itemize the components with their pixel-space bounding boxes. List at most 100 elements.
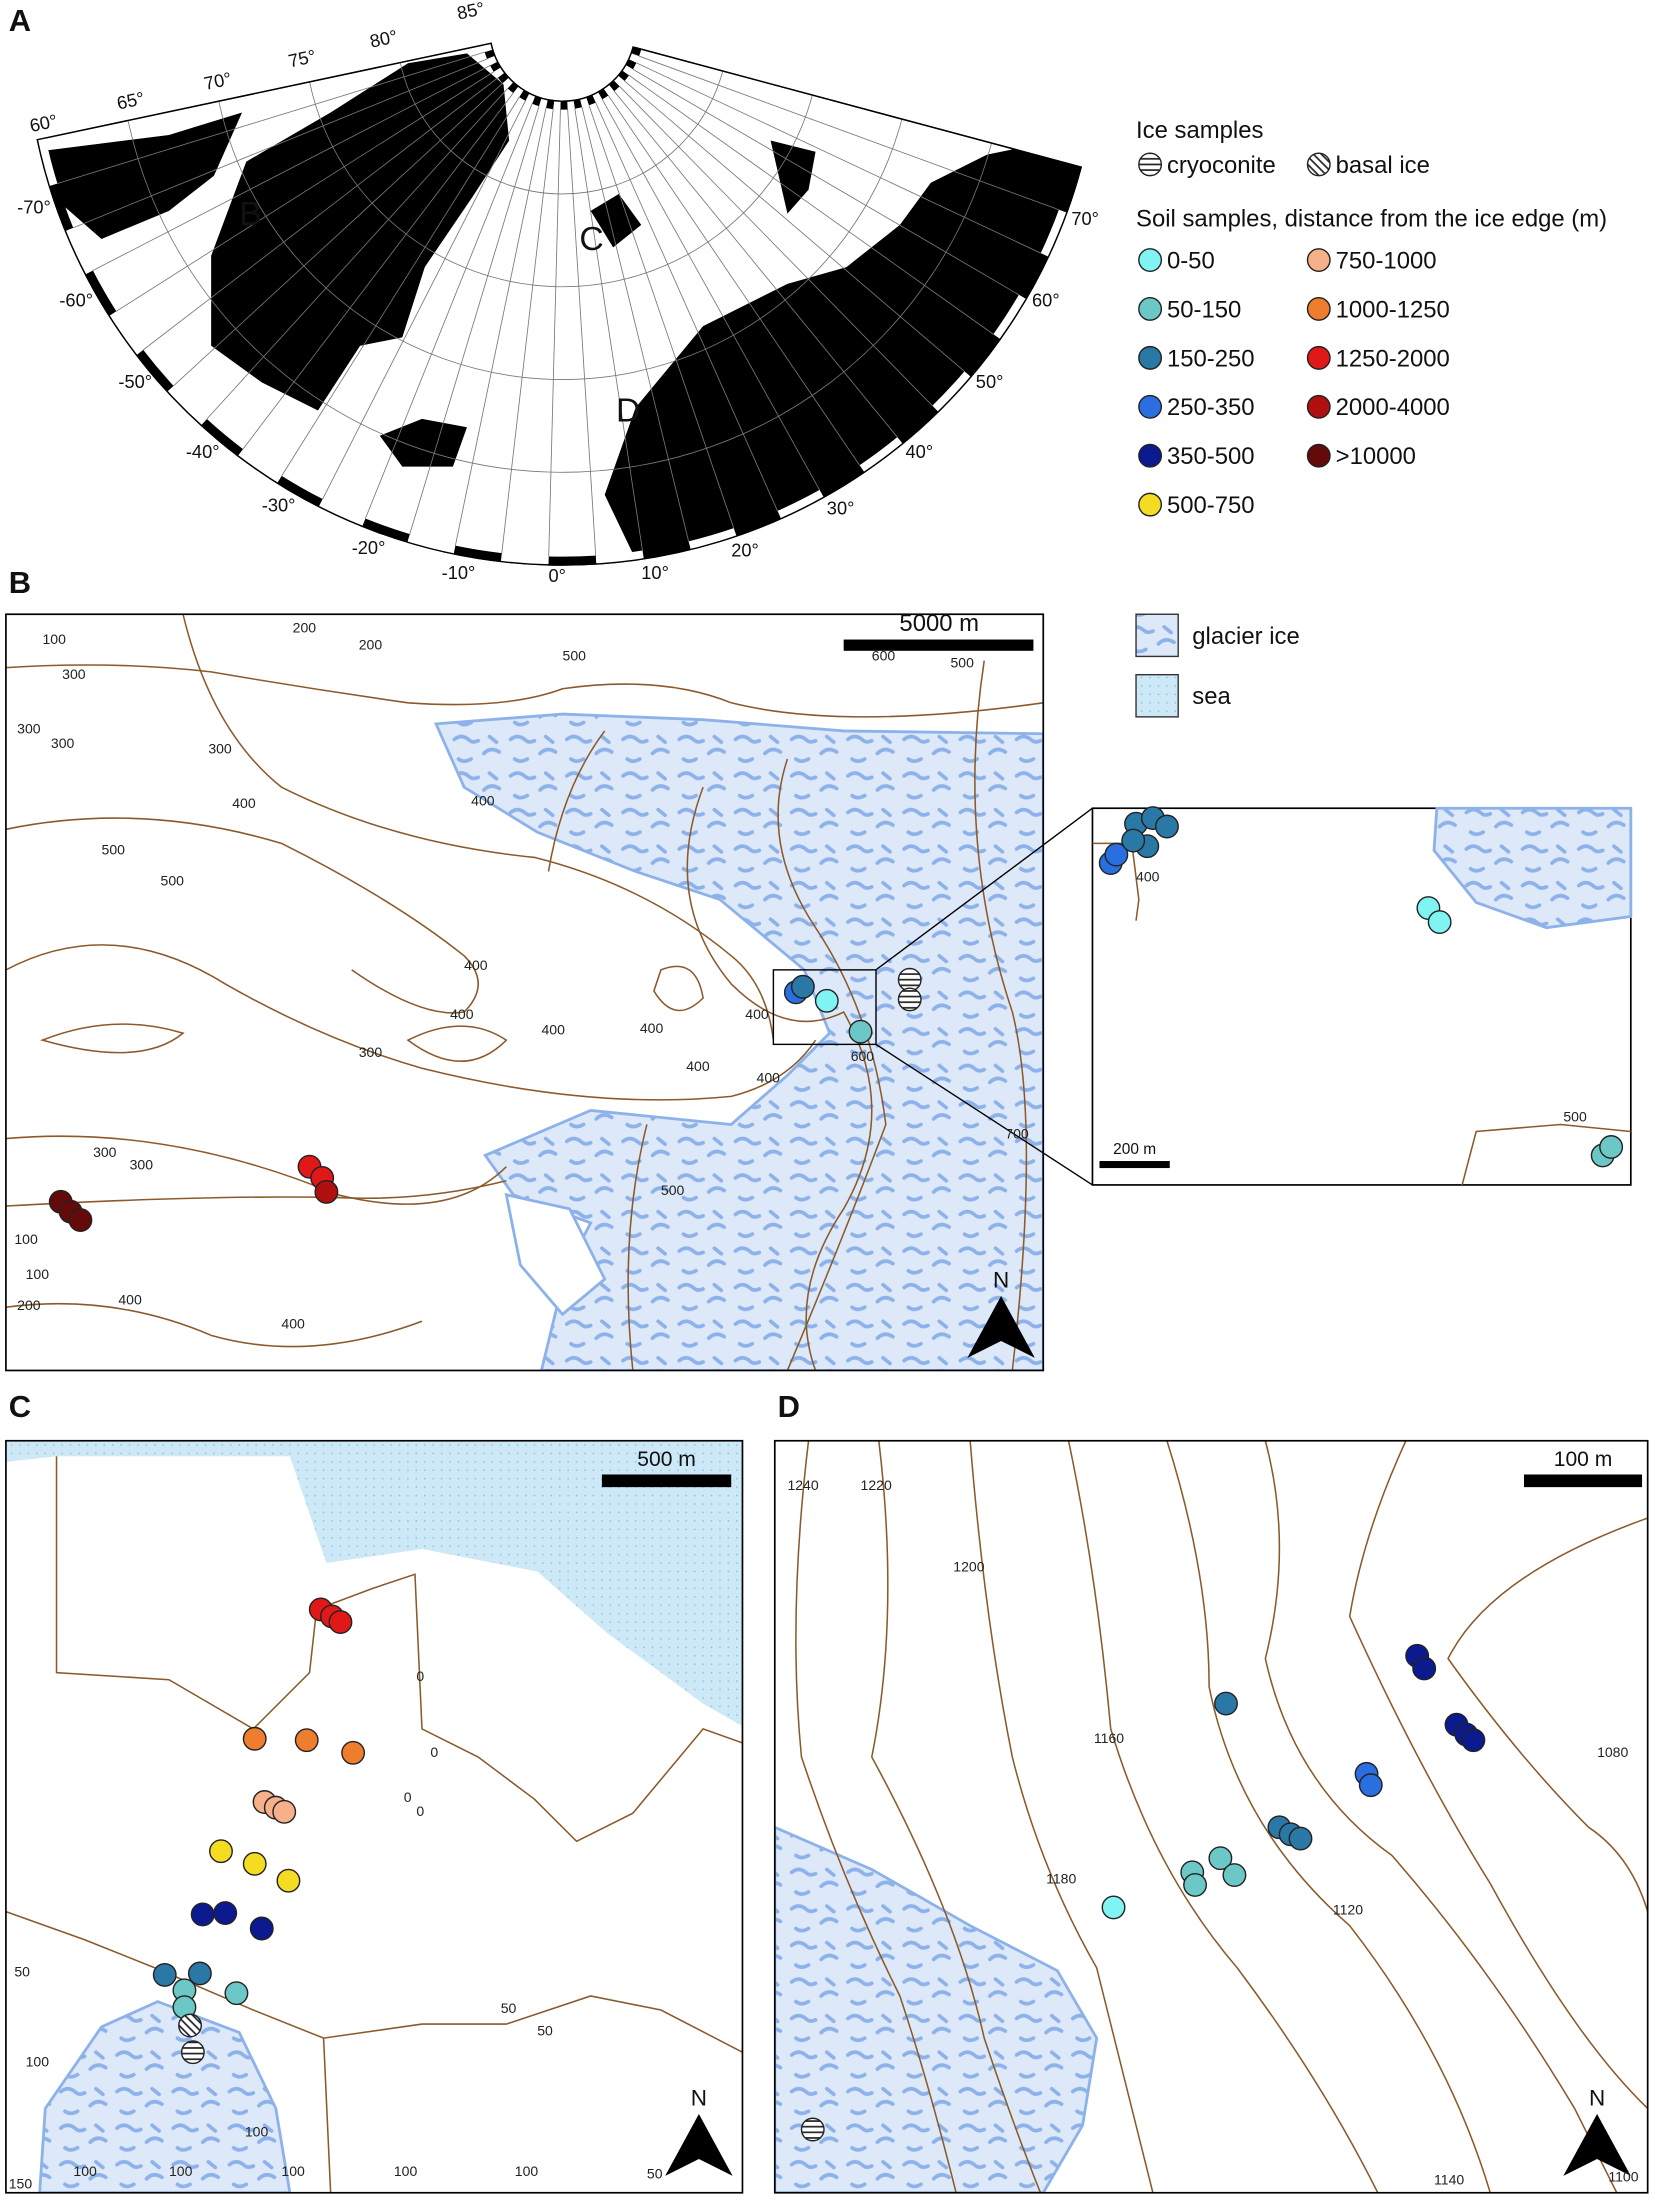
contour-label: 300 [208, 740, 232, 756]
contour-label: 1180 [1046, 1871, 1076, 1887]
longitude-label: 20° [731, 540, 759, 561]
panel-label: A [9, 3, 31, 38]
contour-label: 400 [686, 1058, 710, 1074]
contour-label: 100 [73, 2163, 97, 2179]
scale-label: 100 m [1554, 1448, 1613, 1471]
longitude-label: 50° [976, 371, 1004, 392]
contour-label: 400 [757, 1069, 781, 1085]
legend-symbol [1139, 249, 1161, 271]
soil-sample [1462, 1729, 1484, 1751]
legend-symbol [1308, 347, 1330, 369]
contour-label: 50 [14, 1963, 30, 1979]
panel-label: C [9, 1389, 31, 1424]
frame-band [606, 88, 612, 92]
north-label: N [691, 2086, 707, 2111]
contour-label: 400 [450, 1006, 474, 1022]
contour-label: 150 [9, 2176, 33, 2192]
longitude-label: 30° [827, 497, 855, 518]
contour-label: 100 [515, 2163, 539, 2179]
legend-label: 150-250 [1167, 345, 1255, 372]
legend-label: 50-150 [1167, 296, 1241, 323]
frame-band [494, 64, 497, 70]
soil-sample [1600, 1136, 1622, 1158]
soil-sample [1413, 1657, 1435, 1679]
frame-band [629, 61, 632, 67]
soil-sample [1289, 1827, 1311, 1849]
latitude-label: 65° [115, 87, 146, 113]
contour-label: 300 [93, 1144, 117, 1160]
contour-label: 600 [872, 648, 896, 664]
contour-label: 400 [1136, 868, 1160, 884]
north-label: N [1589, 2086, 1605, 2111]
legend-symbol [1139, 396, 1161, 418]
soil-sample [295, 1729, 317, 1751]
region-label: B [239, 195, 262, 233]
frame-band [506, 80, 511, 85]
soil-sample [329, 1611, 351, 1633]
legend-symbol [1139, 493, 1161, 515]
contour-label: 300 [62, 666, 86, 682]
frame-band [596, 555, 643, 560]
soil-sample [154, 1964, 176, 1986]
legend-label: 1000-1250 [1336, 296, 1450, 323]
soil-sample [1156, 815, 1178, 837]
legend-label: basal ice [1336, 152, 1430, 179]
contour-label: 1200 [953, 1558, 984, 1574]
contour-label: 100 [26, 2053, 50, 2069]
contour-label: 500 [950, 655, 974, 671]
contour-label: 500 [1563, 1109, 1587, 1125]
frame-band [574, 103, 581, 104]
region-label: C [579, 220, 603, 258]
contour-label: 500 [161, 873, 185, 889]
frame-band [621, 73, 625, 78]
contour-label: 700 [1005, 1126, 1029, 1142]
longitude-label: -30° [262, 495, 296, 516]
latitude-label: 75° [286, 45, 317, 71]
contour-label: 400 [232, 795, 256, 811]
frame-band [588, 99, 594, 102]
contour-label: 100 [42, 631, 66, 647]
legend-title: Ice samples [1136, 117, 1263, 144]
soil-sample [849, 1020, 871, 1042]
latitude-label: 70° [202, 68, 233, 94]
soil-sample [1122, 829, 1144, 851]
frame-band [501, 75, 505, 80]
soil-sample [315, 1181, 337, 1203]
contour-label: 100 [281, 2163, 305, 2179]
longitude-label: -10° [442, 562, 476, 583]
latitude-label: 80° [368, 25, 399, 51]
legend-label: cryoconite [1167, 152, 1276, 179]
frame-band [594, 96, 600, 99]
legend-symbol [1139, 347, 1161, 369]
soil-sample [69, 1209, 91, 1231]
ice-sample [898, 988, 920, 1010]
frame-band [549, 560, 596, 561]
soil-sample [191, 1903, 213, 1925]
frame-band [527, 97, 533, 100]
legend-label: 2000-4000 [1336, 394, 1450, 421]
contour-label: 1140 [1434, 2171, 1464, 2187]
contour-label: 500 [102, 842, 126, 858]
soil-sample [1360, 1774, 1382, 1796]
contour-label: 400 [541, 1022, 565, 1038]
frame-band [626, 67, 630, 73]
longitude-label: 40° [906, 441, 934, 462]
frame-band [516, 90, 522, 94]
scale-label: 200 m [1113, 1141, 1156, 1158]
contour-label: 0 [416, 1668, 424, 1684]
contour-label: 1220 [861, 1477, 892, 1493]
frame-band [632, 55, 635, 61]
soil-sample [816, 990, 838, 1012]
frame-band [581, 101, 588, 103]
contour-label: 100 [14, 1231, 38, 1247]
longitude-label: 70° [1071, 208, 1099, 229]
frame-band [600, 92, 606, 96]
legend: Ice samples Soil samples, distance from … [1136, 117, 1607, 717]
soil-sample [225, 1982, 247, 2004]
contour-label: 100 [169, 2163, 193, 2179]
longitude-label: -50° [118, 371, 152, 392]
north-label: N [993, 1268, 1009, 1293]
contour-label: 1240 [787, 1477, 818, 1493]
soil-sample [277, 1869, 299, 1891]
region-label: D [616, 392, 640, 430]
